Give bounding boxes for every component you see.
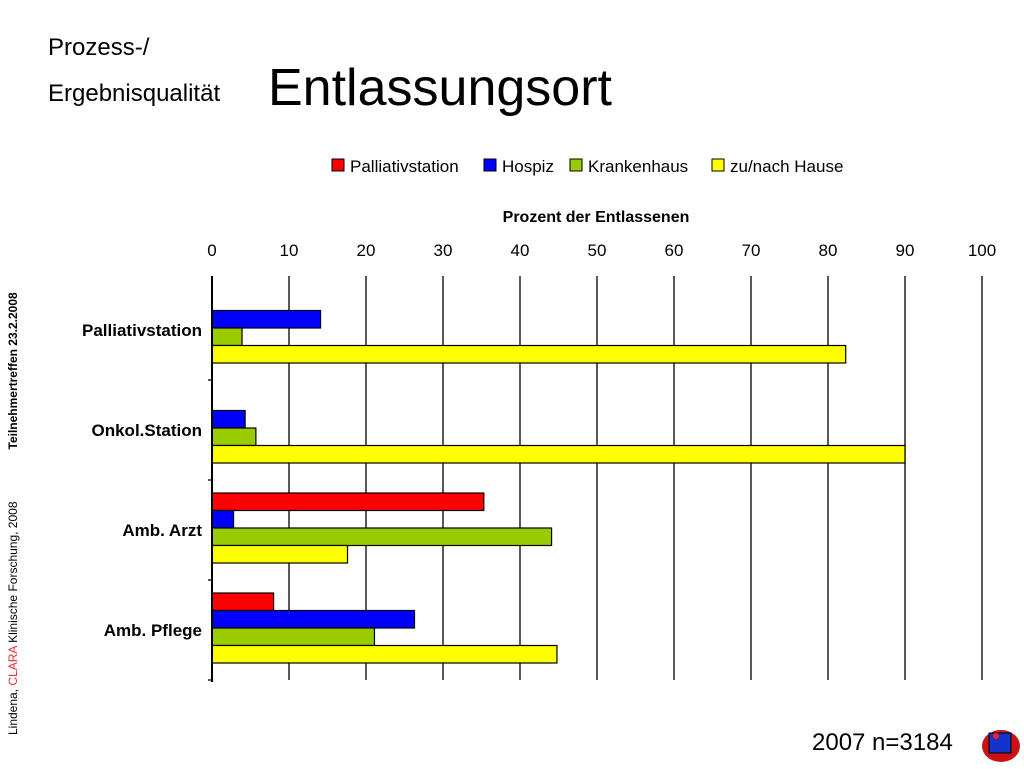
category-label: Amb. Arzt bbox=[122, 521, 202, 540]
x-tick-label: 90 bbox=[896, 241, 915, 260]
legend-label: Hospiz bbox=[502, 157, 554, 176]
category-label: Amb. Pflege bbox=[104, 621, 202, 640]
y-axis bbox=[208, 276, 213, 682]
bar bbox=[211, 609, 416, 629]
x-tick-label: 10 bbox=[280, 241, 299, 260]
x-tick-label: 70 bbox=[742, 241, 761, 260]
legend-swatch bbox=[569, 158, 583, 172]
bar bbox=[211, 344, 847, 364]
x-tick-label: 50 bbox=[588, 241, 607, 260]
sample-size-note: 2007 n=3184 bbox=[812, 729, 953, 756]
legend-label: Palliativstation bbox=[350, 157, 459, 176]
category-label: Palliativstation bbox=[82, 321, 202, 340]
bar bbox=[211, 492, 485, 512]
clara-logo-icon bbox=[980, 726, 1022, 764]
bar bbox=[211, 309, 322, 329]
bar bbox=[211, 327, 243, 347]
bar bbox=[211, 427, 257, 447]
x-tick-label: 60 bbox=[665, 241, 684, 260]
legend-swatch bbox=[331, 158, 345, 172]
bar bbox=[211, 527, 553, 547]
chart-legend: Palliativstation Hospiz Krankenhaus zu/nach… bbox=[331, 157, 843, 176]
legend-swatch bbox=[711, 158, 725, 172]
x-tick-label: 100 bbox=[968, 241, 996, 260]
legend-swatch bbox=[483, 158, 497, 172]
bar bbox=[211, 444, 906, 464]
x-tick-label: 40 bbox=[511, 241, 530, 260]
x-tick-label: 30 bbox=[434, 241, 453, 260]
category-label: Onkol.Station bbox=[92, 421, 203, 440]
title-line-2: Ergebnisqualität bbox=[48, 80, 221, 107]
bar bbox=[211, 409, 246, 429]
x-tick-label: 20 bbox=[357, 241, 376, 260]
bar bbox=[211, 644, 558, 664]
legend-label: zu/nach Hause bbox=[730, 157, 843, 176]
bar bbox=[211, 627, 376, 647]
x-axis-ticks: 0 10 20 30 40 50 60 70 80 90 100 bbox=[207, 241, 996, 260]
bar bbox=[211, 592, 275, 612]
gridlines bbox=[211, 276, 983, 680]
page-title: Entlassungsort bbox=[268, 59, 612, 117]
bar bbox=[211, 509, 235, 529]
title-line-1: Prozess-/ bbox=[48, 34, 150, 61]
legend-label: Krankenhaus bbox=[588, 157, 688, 176]
x-tick-label: 80 bbox=[819, 241, 838, 260]
x-tick-label: 0 bbox=[207, 241, 216, 260]
bars bbox=[211, 309, 906, 664]
x-axis-label: Prozent der Entlassenen bbox=[503, 209, 690, 226]
category-labels: Palliativstation Onkol.Station Amb. Arzt Am… bbox=[82, 321, 202, 640]
bar bbox=[211, 544, 349, 564]
